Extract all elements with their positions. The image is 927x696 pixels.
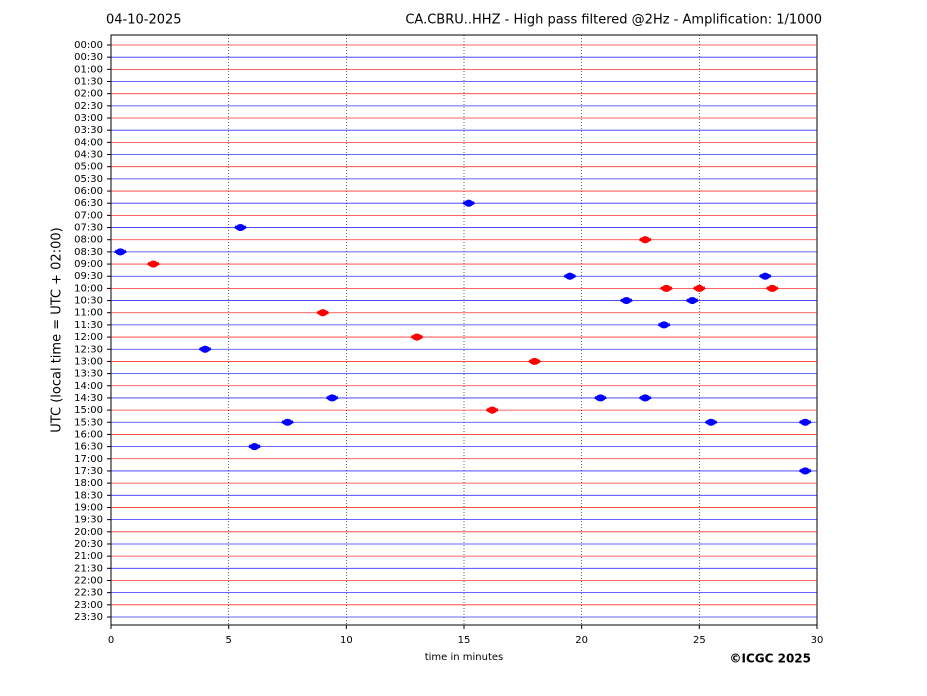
y-tick-label: 22:30	[74, 588, 103, 599]
seismic-event	[114, 248, 127, 256]
y-tick-label: 20:30	[74, 539, 103, 550]
y-tick-label: 14:30	[74, 393, 103, 404]
y-tick-label: 01:30	[74, 77, 103, 88]
y-tick-label: 00:00	[74, 40, 103, 51]
y-tick-label: 17:00	[74, 454, 103, 465]
x-tick-label: 15	[458, 635, 471, 646]
y-tick-label: 03:00	[74, 113, 103, 124]
y-tick-label: 04:00	[74, 137, 103, 148]
y-tick-label: 09:30	[74, 271, 103, 282]
seismic-event	[198, 345, 212, 353]
y-tick-label: 23:30	[74, 612, 103, 623]
seismic-event	[798, 467, 812, 475]
x-tick-label: 20	[575, 635, 588, 646]
y-tick-label: 02:00	[74, 89, 103, 100]
y-tick-label: 15:30	[74, 417, 103, 428]
y-tick-label: 11:30	[74, 320, 103, 331]
y-tick-label: 07:30	[74, 223, 103, 234]
chart-title: CA.CBRU..HHZ - High pass filtered @2Hz -…	[405, 13, 822, 28]
y-axis-label: UTC (local time = UTC + 02:00)	[50, 227, 65, 432]
seismic-event	[410, 333, 424, 341]
y-tick-label: 02:30	[74, 101, 103, 112]
seismic-event	[485, 406, 499, 414]
y-tick-label: 06:00	[74, 186, 103, 197]
seismic-event	[704, 418, 718, 426]
y-tick-label: 05:30	[74, 174, 103, 185]
y-tick-label: 20:00	[74, 527, 103, 538]
y-tick-label: 05:00	[74, 162, 103, 173]
y-tick-label: 22:00	[74, 575, 103, 586]
y-tick-label: 03:30	[74, 125, 103, 136]
y-tick-label: 04:30	[74, 150, 103, 161]
y-tick-label: 13:00	[74, 356, 103, 367]
y-tick-label: 00:30	[74, 52, 103, 63]
y-tick-label: 17:30	[74, 466, 103, 477]
y-tick-label: 07:00	[74, 210, 103, 221]
date: 04-10-2025	[106, 13, 182, 28]
seismic-event	[325, 394, 339, 402]
y-tick-label: 10:00	[74, 283, 103, 294]
y-tick-label: 16:30	[74, 442, 103, 453]
copyright: ©ICGC 2025	[729, 652, 811, 666]
y-tick-label: 21:00	[74, 551, 103, 562]
y-tick-label: 15:00	[74, 405, 103, 416]
seismic-event	[234, 224, 247, 232]
y-tick-label: 18:00	[74, 478, 103, 489]
y-tick-label: 21:30	[74, 563, 103, 574]
y-tick-label: 11:00	[74, 308, 103, 319]
y-tick-label: 13:30	[74, 369, 103, 380]
y-tick-label: 19:30	[74, 515, 103, 526]
seismic-event	[638, 236, 652, 244]
y-tick-label: 19:00	[74, 502, 103, 513]
seismic-event	[638, 394, 652, 402]
seismic-event	[692, 284, 706, 292]
seismic-event	[657, 321, 671, 329]
seismic-event	[528, 357, 541, 365]
y-tick-label: 14:00	[74, 381, 103, 392]
seismic-event	[685, 297, 699, 305]
seismic-event	[462, 199, 476, 207]
y-tick-label: 08:30	[74, 247, 103, 258]
seismic-event	[316, 309, 330, 317]
seismic-event	[758, 272, 772, 280]
y-tick-label: 08:00	[74, 235, 103, 246]
y-tick-label: 12:00	[74, 332, 103, 343]
x-axis-label: time in minutes	[425, 652, 504, 663]
seismic-event	[248, 443, 261, 451]
y-tick-label: 12:30	[74, 344, 103, 355]
x-tick-label: 5	[225, 635, 231, 646]
seismic-event	[594, 394, 607, 402]
y-tick-label: 01:00	[74, 64, 103, 75]
seismic-event	[765, 284, 779, 292]
y-tick-label: 16:00	[74, 429, 103, 440]
y-tick-label: 23:00	[74, 600, 103, 611]
seismic-event	[660, 284, 673, 292]
x-tick-label: 25	[693, 635, 706, 646]
seismic-event	[147, 260, 160, 268]
y-tick-label: 18:30	[74, 490, 103, 501]
y-tick-label: 09:00	[74, 259, 103, 270]
x-tick-label: 30	[811, 635, 824, 646]
seismic-event	[798, 418, 812, 426]
seismic-event	[281, 418, 294, 426]
y-tick-label: 10:30	[74, 296, 103, 307]
seismic-event	[563, 272, 577, 280]
y-tick-label: 06:30	[74, 198, 103, 209]
x-tick-label: 10	[340, 635, 353, 646]
seismic-event	[620, 297, 633, 305]
x-tick-label: 0	[108, 635, 114, 646]
